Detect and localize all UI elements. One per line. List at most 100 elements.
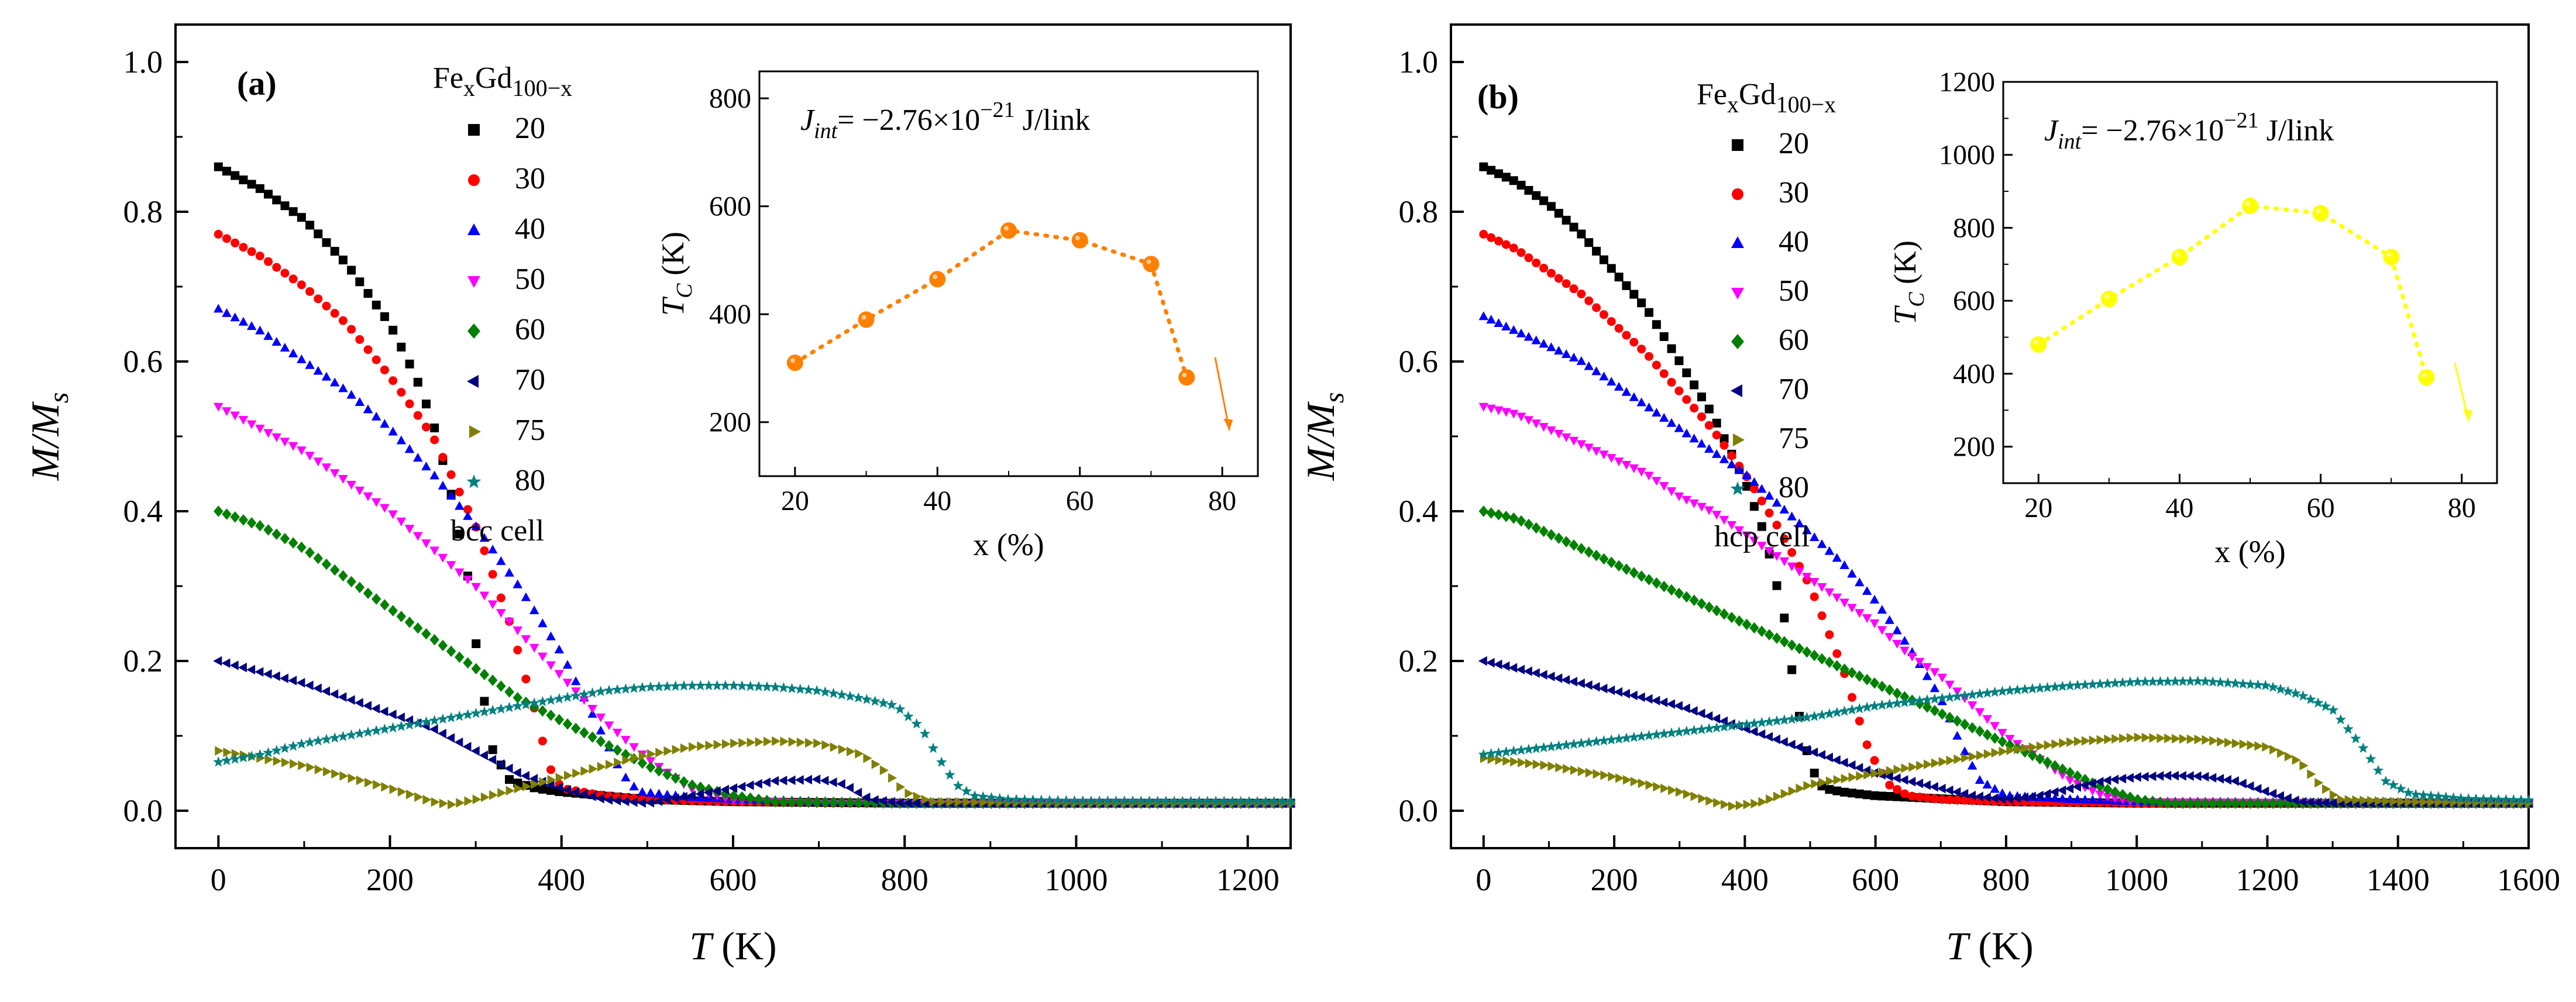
data-point [813, 738, 823, 748]
data-point [1967, 701, 1977, 710]
data-point [464, 796, 473, 806]
panel-b-axes: 0 200 400 600 800 1000 1200 1400 1600 0.0 0.2 0.4 0.… [1399, 44, 2561, 897]
data-point [546, 631, 556, 641]
data-point [1591, 366, 1601, 376]
panel-a-x-axis-label: T (K) [689, 924, 776, 968]
data-point [921, 794, 930, 805]
data-point [1652, 360, 1661, 370]
data-point [231, 238, 240, 247]
data-point [2072, 679, 2083, 690]
data-point [338, 255, 348, 264]
data-point [554, 714, 565, 726]
inset-data-point [2100, 291, 2117, 308]
data-point [1824, 656, 1835, 669]
data-point [2367, 796, 2376, 806]
data-point [229, 753, 240, 764]
y-tick-label: 0.6 [1399, 344, 1439, 379]
data-point [1194, 796, 1205, 806]
data-point [455, 501, 465, 510]
data-point [545, 779, 555, 790]
data-point [2298, 797, 2307, 807]
data-point [2252, 679, 2264, 690]
data-point [2252, 784, 2262, 794]
data-point [296, 677, 305, 688]
data-point [404, 444, 415, 453]
data-point [263, 747, 274, 757]
data-point [363, 345, 373, 354]
data-point [1478, 505, 1489, 517]
data-point [2103, 793, 2113, 802]
data-point [2208, 797, 2218, 809]
data-point [855, 749, 864, 759]
data-point [2110, 774, 2119, 784]
data-point [1622, 281, 1631, 290]
data-point [895, 703, 906, 714]
data-point [363, 289, 373, 298]
x-tick-label: 400 [538, 862, 585, 897]
data-point [1593, 769, 1602, 779]
data-point [579, 789, 588, 799]
data-point [1599, 310, 1608, 319]
data-point [355, 581, 365, 594]
data-point [255, 184, 264, 193]
data-point [1085, 795, 1097, 806]
data-point [1854, 763, 1863, 773]
data-point [562, 718, 573, 730]
data-point [1546, 342, 1556, 352]
data-point [1479, 162, 1488, 171]
data-point [1719, 454, 1729, 463]
data-point [1577, 290, 1586, 299]
data-point [1713, 798, 1722, 808]
legend-title-sub-x: x [1727, 91, 1739, 118]
inset-y-tick-label: 600 [1953, 285, 1995, 316]
data-point [1870, 791, 1879, 800]
data-point [1584, 238, 1594, 247]
data-point [1485, 657, 1495, 668]
data-point [1110, 795, 1122, 806]
data-point [1832, 649, 1842, 658]
data-point [1817, 583, 1827, 593]
data-point [1561, 536, 1571, 548]
legend-label: 30 [1779, 176, 1809, 209]
data-point [803, 774, 812, 785]
data-point [728, 790, 739, 802]
data-point [1569, 677, 1578, 687]
data-point [363, 404, 373, 414]
inset-point-highlight [2034, 340, 2039, 345]
data-point [479, 591, 490, 601]
data-point [1982, 792, 1991, 803]
data-point [1960, 796, 1969, 805]
data-point [1539, 525, 1549, 538]
data-point [662, 794, 671, 805]
data-point [280, 532, 290, 545]
data-point [1803, 780, 1813, 791]
data-point [271, 671, 280, 681]
data-point [397, 388, 406, 397]
data-point [504, 763, 513, 773]
data-point [430, 423, 439, 433]
data-point [422, 794, 432, 805]
data-point [1771, 734, 1780, 745]
legend-label: 30 [515, 162, 545, 195]
data-point [1990, 784, 2000, 793]
data-point [645, 681, 656, 692]
data-point [1591, 447, 1601, 456]
data-point [381, 781, 390, 792]
data-point [339, 771, 349, 781]
data-point [1509, 243, 1518, 253]
data-point [429, 546, 439, 556]
data-point [1892, 625, 1902, 635]
data-point [1202, 796, 1213, 806]
data-point [314, 294, 323, 304]
data-point [1712, 431, 1721, 440]
data-point [1705, 796, 1715, 806]
data-point [2119, 733, 2128, 743]
data-point [1734, 526, 1744, 535]
legend-marker [468, 124, 480, 136]
data-point [2049, 787, 2059, 797]
data-point [1824, 752, 1833, 763]
inset-annotation: Jint= −2.76×10−21 J/link [2044, 108, 2334, 154]
legend-marker [467, 323, 480, 339]
data-point [1268, 796, 1280, 807]
inset-point-highlight [933, 274, 938, 280]
